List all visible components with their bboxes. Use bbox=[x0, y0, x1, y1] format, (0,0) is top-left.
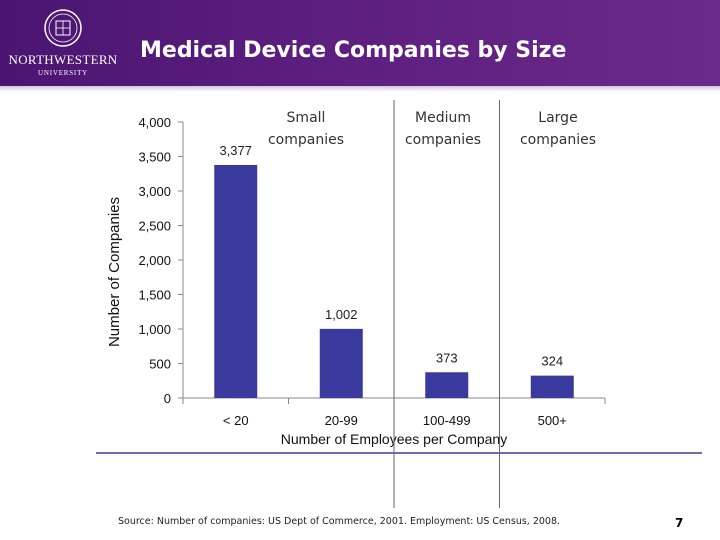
group-annotation: Large bbox=[538, 110, 577, 126]
y-tick-label: 500 bbox=[149, 357, 171, 372]
group-annotation: companies bbox=[268, 132, 344, 148]
y-tick-label: 2,500 bbox=[138, 219, 171, 234]
y-tick-label: 1,000 bbox=[138, 322, 171, 337]
data-label: 324 bbox=[541, 354, 563, 369]
y-tick-label: 0 bbox=[164, 391, 171, 406]
data-label: 3,377 bbox=[219, 143, 252, 158]
logo-name: NORTHWESTERN bbox=[8, 52, 118, 67]
university-logo: NORTHWESTERN UNIVERSITY bbox=[8, 8, 118, 78]
bar bbox=[319, 328, 363, 398]
source-note: Source: Number of companies: US Dept of … bbox=[118, 516, 561, 527]
x-tick-label: 500+ bbox=[538, 413, 567, 428]
y-tick-label: 1,500 bbox=[138, 288, 171, 303]
x-tick-label: 20-99 bbox=[325, 413, 358, 428]
group-annotation: companies bbox=[405, 132, 481, 148]
data-label: 373 bbox=[436, 350, 458, 365]
group-annotation: Medium bbox=[415, 110, 471, 126]
header-shadow bbox=[0, 86, 720, 92]
page-number: 7 bbox=[675, 516, 684, 530]
data-label: 1,002 bbox=[325, 307, 358, 322]
x-tick-label: 100-499 bbox=[423, 413, 471, 428]
university-seal-icon bbox=[44, 9, 82, 47]
bar bbox=[425, 372, 469, 398]
group-annotation: companies bbox=[520, 132, 596, 148]
y-axis-title: Number of Companies bbox=[106, 197, 123, 347]
x-tick-label: < 20 bbox=[223, 413, 249, 428]
bar bbox=[530, 375, 574, 398]
y-tick-label: 4,000 bbox=[138, 115, 171, 130]
slide-title: Medical Device Companies by Size bbox=[140, 38, 567, 63]
logo-subtitle: UNIVERSITY bbox=[38, 69, 88, 77]
y-tick-label: 2,000 bbox=[138, 253, 171, 268]
header-bar bbox=[0, 0, 720, 86]
bar bbox=[214, 164, 258, 398]
group-annotation: Small bbox=[287, 110, 326, 126]
y-tick-label: 3,000 bbox=[138, 184, 171, 199]
y-tick-label: 3,500 bbox=[138, 150, 171, 165]
